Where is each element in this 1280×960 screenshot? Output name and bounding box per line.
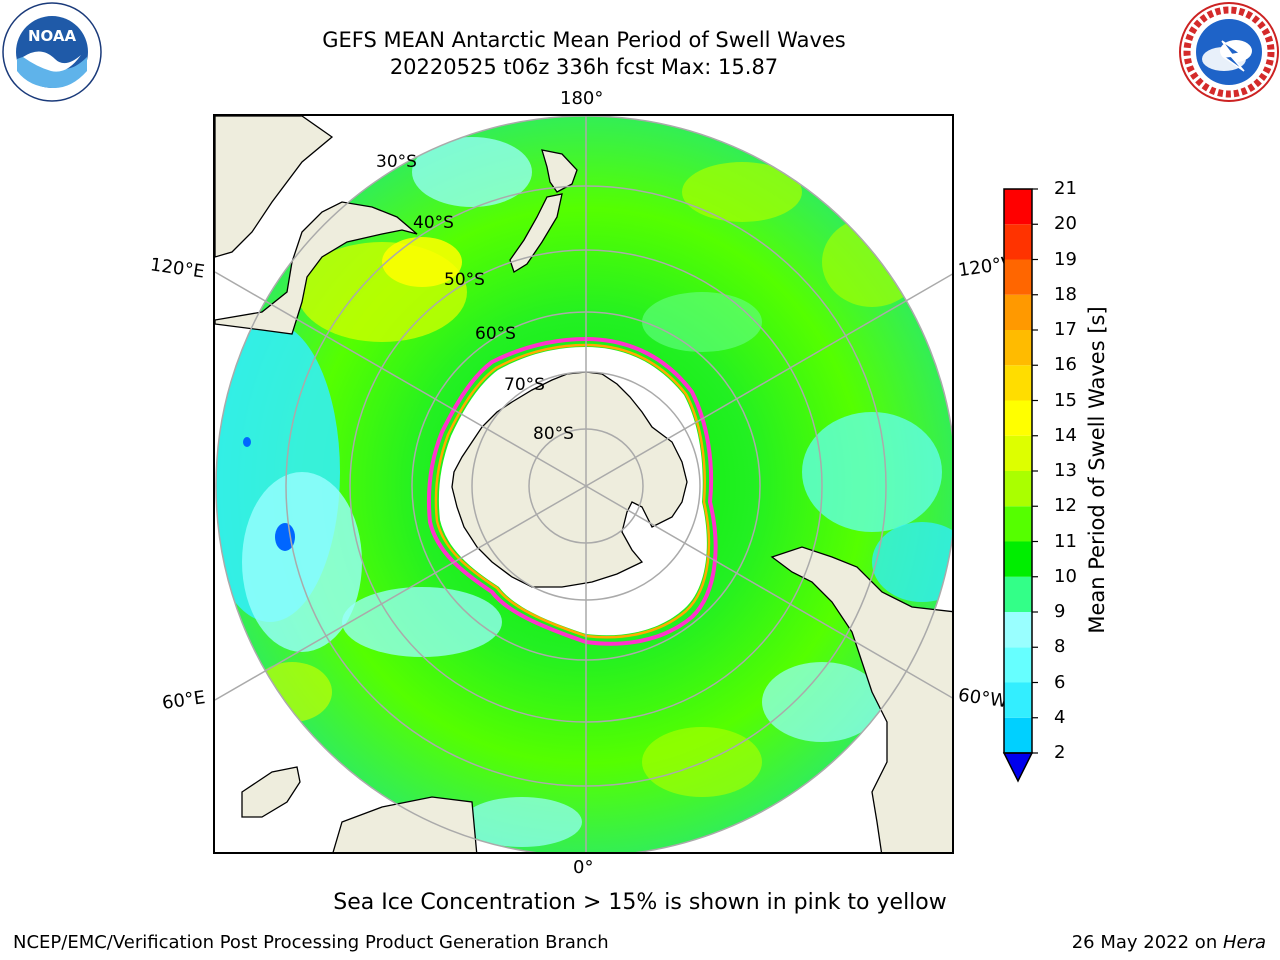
colorbar-segment	[1004, 365, 1032, 401]
colorbar-segment	[1004, 612, 1032, 648]
lon-label-0: 0°	[573, 857, 594, 878]
lat-label-80s: 80°S	[533, 424, 574, 444]
colorbar-segment	[1004, 506, 1032, 542]
colorbar-tick-label: 12	[1054, 495, 1077, 517]
colorbar-tick-label: 15	[1054, 389, 1077, 411]
noaa-logo: NOAA	[1, 1, 103, 103]
chart-title-line2: 20220525 t06z 336h fcst Max: 15.87	[389, 55, 779, 79]
nws-logo	[1178, 1, 1280, 103]
lon-label-60e: 60°E	[160, 687, 207, 714]
lat-label-30s: 30°S	[376, 152, 417, 172]
lon-label-180: 180°	[560, 88, 604, 109]
map-canvas	[215, 116, 952, 852]
antarctic-map	[213, 114, 954, 854]
lat-label-50s: 50°S	[444, 270, 485, 290]
colorbar-segment	[1004, 471, 1032, 507]
colorbar-segment	[1004, 400, 1032, 436]
colorbar-segment	[1004, 717, 1032, 753]
colorbar-segment	[1004, 330, 1032, 366]
sea-ice-caption: Sea Ice Concentration > 15% is shown in …	[333, 890, 947, 915]
colorbar-label: Mean Period of Swell Waves [s]	[1085, 306, 1109, 634]
colorbar-segment	[1004, 682, 1032, 718]
footer-host: Hera	[1222, 932, 1266, 953]
colorbar-tick-label: 10	[1054, 565, 1077, 587]
colorbar	[1000, 186, 1100, 786]
colorbar-segment	[1004, 647, 1032, 683]
lon-label-120e: 120°E	[148, 254, 206, 283]
colorbar-tick-label: 14	[1054, 424, 1077, 446]
colorbar-tick-label: 4	[1054, 706, 1066, 728]
colorbar-tick-label: 8	[1054, 636, 1066, 658]
footer-date-text: 26 May 2022 on	[1071, 932, 1223, 953]
svg-text:NOAA: NOAA	[28, 27, 77, 45]
colorbar-segment	[1004, 259, 1032, 295]
colorbar-tick-label: 6	[1054, 671, 1066, 693]
colorbar-tick-label: 11	[1054, 530, 1077, 552]
colorbar-tick-label: 16	[1054, 354, 1077, 376]
colorbar-tick-label: 19	[1054, 248, 1077, 270]
colorbar-segment	[1004, 189, 1032, 225]
colorbar-tick-label: 18	[1054, 283, 1077, 305]
colorbar-segment	[1004, 224, 1032, 260]
colorbar-tick-label: 17	[1054, 319, 1077, 340]
lat-label-60s: 60°S	[475, 324, 516, 344]
colorbar-under-extension	[1002, 752, 1034, 783]
lat-label-40s: 40°S	[413, 213, 454, 233]
lat-label-70s: 70°S	[504, 375, 545, 395]
footer-credit: NCEP/EMC/Verification Post Processing Pr…	[13, 932, 609, 953]
colorbar-tick-label: 20	[1054, 213, 1077, 235]
colorbar-segment	[1004, 541, 1032, 577]
chart-title-line1: GEFS MEAN Antarctic Mean Period of Swell…	[322, 28, 846, 52]
colorbar-segment	[1004, 576, 1032, 612]
footer-date: 26 May 2022 on Hera	[1072, 932, 1266, 953]
colorbar-segment	[1004, 294, 1032, 330]
colorbar-tick-label: 9	[1054, 601, 1066, 622]
colorbar-tick-label: 2	[1054, 742, 1066, 763]
colorbar-tick-label: 21	[1054, 178, 1077, 199]
colorbar-segment	[1004, 435, 1032, 471]
sea-ice-extent	[426, 336, 718, 646]
longitude-grid	[215, 116, 952, 852]
colorbar-tick-label: 13	[1054, 460, 1077, 481]
